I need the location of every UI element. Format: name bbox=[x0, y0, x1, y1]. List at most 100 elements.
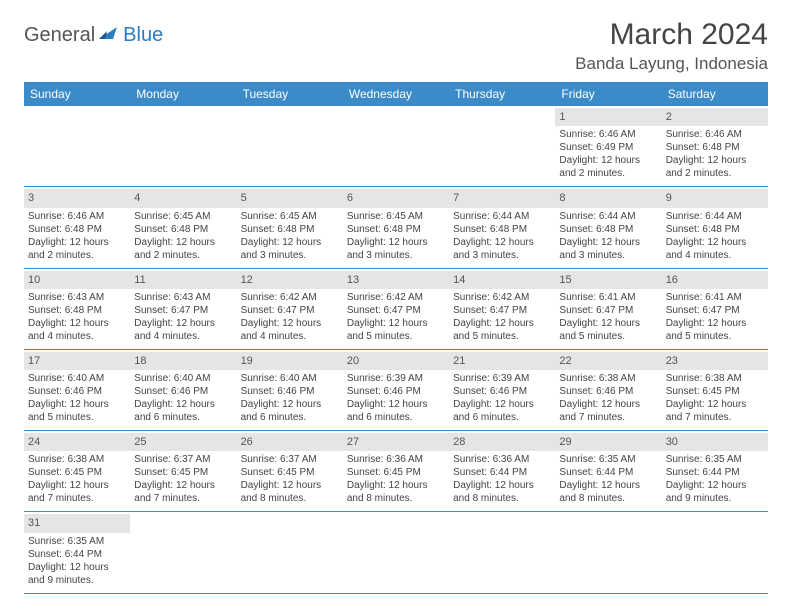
cell-line: and 9 minutes. bbox=[28, 574, 126, 587]
cell-line: Sunset: 6:46 PM bbox=[241, 385, 339, 398]
logo: General Blue bbox=[24, 24, 163, 47]
cell-line: Sunset: 6:45 PM bbox=[347, 466, 445, 479]
cell-line: Sunset: 6:47 PM bbox=[666, 304, 764, 317]
cell-line: and 2 minutes. bbox=[28, 249, 126, 262]
day-number: 25 bbox=[130, 433, 236, 451]
calendar-cell bbox=[130, 106, 236, 187]
calendar-cell: 24Sunrise: 6:38 AMSunset: 6:45 PMDayligh… bbox=[24, 431, 130, 512]
weekday-header: Tuesday bbox=[237, 82, 343, 106]
cell-line: Sunrise: 6:37 AM bbox=[241, 453, 339, 466]
calendar-row: 24Sunrise: 6:38 AMSunset: 6:45 PMDayligh… bbox=[24, 431, 768, 512]
cell-line: Sunset: 6:44 PM bbox=[666, 466, 764, 479]
cell-line: Daylight: 12 hours bbox=[28, 479, 126, 492]
day-number: 14 bbox=[449, 271, 555, 289]
cell-line: and 3 minutes. bbox=[559, 249, 657, 262]
day-number: 7 bbox=[449, 189, 555, 207]
cell-line: Sunset: 6:44 PM bbox=[453, 466, 551, 479]
calendar-cell: 25Sunrise: 6:37 AMSunset: 6:45 PMDayligh… bbox=[130, 431, 236, 512]
calendar-cell: 31Sunrise: 6:35 AMSunset: 6:44 PMDayligh… bbox=[24, 512, 130, 593]
day-number: 18 bbox=[130, 352, 236, 370]
cell-line: and 4 minutes. bbox=[134, 330, 232, 343]
calendar-cell: 6Sunrise: 6:45 AMSunset: 6:48 PMDaylight… bbox=[343, 187, 449, 268]
weekday-row: Sunday Monday Tuesday Wednesday Thursday… bbox=[24, 82, 768, 106]
calendar-cell bbox=[130, 512, 236, 593]
calendar-cell: 13Sunrise: 6:42 AMSunset: 6:47 PMDayligh… bbox=[343, 268, 449, 349]
cell-line: and 5 minutes. bbox=[28, 411, 126, 424]
calendar-cell: 28Sunrise: 6:36 AMSunset: 6:44 PMDayligh… bbox=[449, 431, 555, 512]
cell-line: Sunset: 6:45 PM bbox=[134, 466, 232, 479]
calendar-cell bbox=[662, 512, 768, 593]
cell-line: Sunset: 6:44 PM bbox=[28, 548, 126, 561]
day-number: 4 bbox=[130, 189, 236, 207]
cell-line: Daylight: 12 hours bbox=[28, 561, 126, 574]
day-number: 24 bbox=[24, 433, 130, 451]
cell-line: and 2 minutes. bbox=[559, 167, 657, 180]
calendar-cell bbox=[237, 106, 343, 187]
cell-line: Daylight: 12 hours bbox=[241, 479, 339, 492]
calendar-cell: 18Sunrise: 6:40 AMSunset: 6:46 PMDayligh… bbox=[130, 349, 236, 430]
cell-line: Sunset: 6:46 PM bbox=[28, 385, 126, 398]
cell-line: and 9 minutes. bbox=[666, 492, 764, 505]
cell-line: Sunrise: 6:38 AM bbox=[28, 453, 126, 466]
calendar-cell: 22Sunrise: 6:38 AMSunset: 6:46 PMDayligh… bbox=[555, 349, 661, 430]
cell-line: Sunrise: 6:45 AM bbox=[241, 210, 339, 223]
cell-line: Daylight: 12 hours bbox=[559, 398, 657, 411]
cell-line: Daylight: 12 hours bbox=[241, 236, 339, 249]
cell-line: Daylight: 12 hours bbox=[28, 236, 126, 249]
cell-line: Daylight: 12 hours bbox=[666, 317, 764, 330]
cell-line: Sunset: 6:48 PM bbox=[241, 223, 339, 236]
cell-line: Sunset: 6:47 PM bbox=[347, 304, 445, 317]
cell-line: Sunrise: 6:42 AM bbox=[453, 291, 551, 304]
calendar-cell: 4Sunrise: 6:45 AMSunset: 6:48 PMDaylight… bbox=[130, 187, 236, 268]
cell-line: Sunset: 6:46 PM bbox=[134, 385, 232, 398]
cell-line: Sunset: 6:45 PM bbox=[666, 385, 764, 398]
calendar-cell: 29Sunrise: 6:35 AMSunset: 6:44 PMDayligh… bbox=[555, 431, 661, 512]
cell-line: and 6 minutes. bbox=[241, 411, 339, 424]
day-number: 1 bbox=[555, 108, 661, 126]
cell-line: and 3 minutes. bbox=[347, 249, 445, 262]
day-number: 12 bbox=[237, 271, 343, 289]
calendar-cell bbox=[343, 106, 449, 187]
title-block: March 2024 Banda Layung, Indonesia bbox=[575, 18, 768, 74]
cell-line: Sunrise: 6:42 AM bbox=[347, 291, 445, 304]
cell-line: Sunrise: 6:42 AM bbox=[241, 291, 339, 304]
calendar-cell: 17Sunrise: 6:40 AMSunset: 6:46 PMDayligh… bbox=[24, 349, 130, 430]
calendar-cell: 3Sunrise: 6:46 AMSunset: 6:48 PMDaylight… bbox=[24, 187, 130, 268]
cell-line: Sunset: 6:48 PM bbox=[559, 223, 657, 236]
cell-line: and 8 minutes. bbox=[347, 492, 445, 505]
cell-line: Daylight: 12 hours bbox=[347, 398, 445, 411]
cell-line: Sunrise: 6:35 AM bbox=[559, 453, 657, 466]
header: General Blue March 2024 Banda Layung, In… bbox=[24, 18, 768, 74]
cell-line: Sunrise: 6:38 AM bbox=[559, 372, 657, 385]
month-title: March 2024 bbox=[575, 18, 768, 52]
cell-line: Sunrise: 6:46 AM bbox=[28, 210, 126, 223]
cell-line: and 7 minutes. bbox=[28, 492, 126, 505]
calendar-cell: 10Sunrise: 6:43 AMSunset: 6:48 PMDayligh… bbox=[24, 268, 130, 349]
cell-line: and 3 minutes. bbox=[241, 249, 339, 262]
calendar-cell: 16Sunrise: 6:41 AMSunset: 6:47 PMDayligh… bbox=[662, 268, 768, 349]
calendar-cell bbox=[449, 512, 555, 593]
cell-line: Daylight: 12 hours bbox=[241, 317, 339, 330]
day-number: 5 bbox=[237, 189, 343, 207]
cell-line: Sunset: 6:48 PM bbox=[453, 223, 551, 236]
cell-line: Daylight: 12 hours bbox=[347, 236, 445, 249]
day-number: 6 bbox=[343, 189, 449, 207]
cell-line: Sunrise: 6:36 AM bbox=[347, 453, 445, 466]
cell-line: Daylight: 12 hours bbox=[453, 398, 551, 411]
cell-line: Sunrise: 6:37 AM bbox=[134, 453, 232, 466]
cell-line: and 2 minutes. bbox=[666, 167, 764, 180]
calendar-cell: 12Sunrise: 6:42 AMSunset: 6:47 PMDayligh… bbox=[237, 268, 343, 349]
calendar-body: 1Sunrise: 6:46 AMSunset: 6:49 PMDaylight… bbox=[24, 106, 768, 593]
day-number: 20 bbox=[343, 352, 449, 370]
cell-line: Daylight: 12 hours bbox=[28, 398, 126, 411]
cell-line: Sunrise: 6:38 AM bbox=[666, 372, 764, 385]
cell-line: and 7 minutes. bbox=[134, 492, 232, 505]
cell-line: Sunset: 6:46 PM bbox=[347, 385, 445, 398]
day-number: 26 bbox=[237, 433, 343, 451]
day-number: 21 bbox=[449, 352, 555, 370]
calendar-cell: 20Sunrise: 6:39 AMSunset: 6:46 PMDayligh… bbox=[343, 349, 449, 430]
cell-line: Daylight: 12 hours bbox=[559, 236, 657, 249]
cell-line: Daylight: 12 hours bbox=[453, 479, 551, 492]
cell-line: and 4 minutes. bbox=[666, 249, 764, 262]
cell-line: Daylight: 12 hours bbox=[347, 479, 445, 492]
